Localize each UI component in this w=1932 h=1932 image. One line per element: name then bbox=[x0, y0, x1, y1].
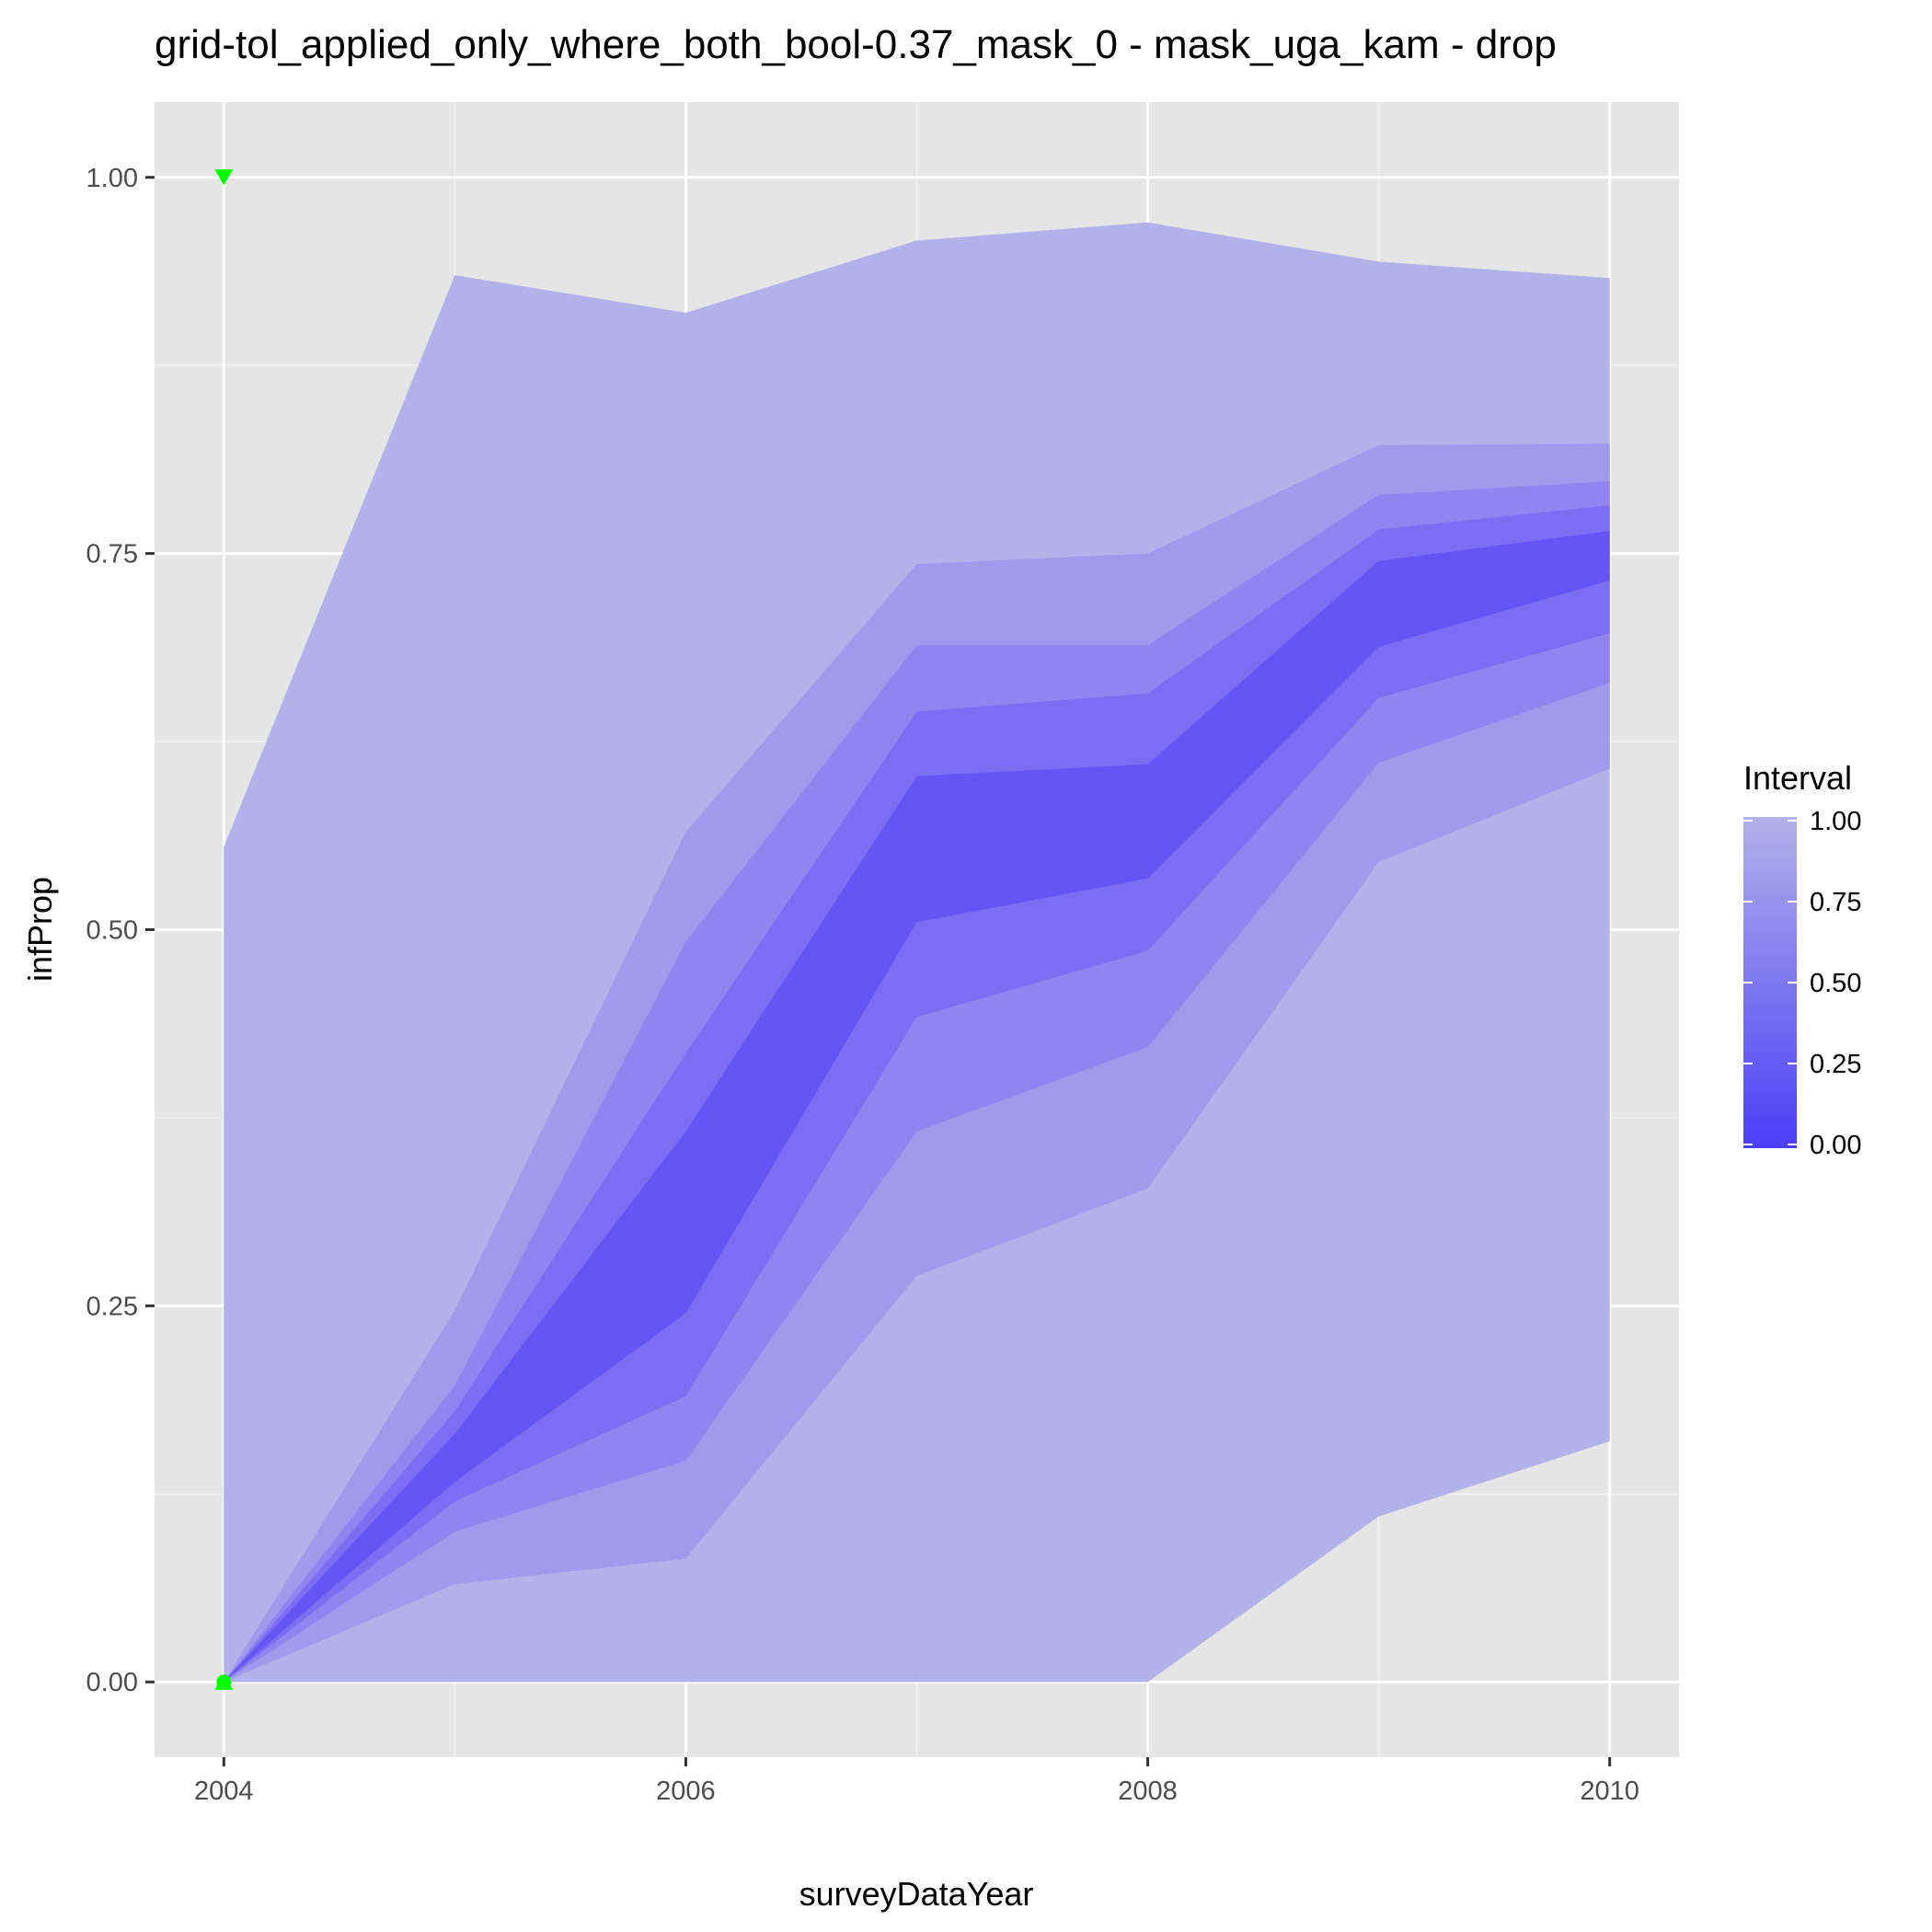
x-tick-label: 2004 bbox=[194, 1777, 254, 1806]
legend-tick-label: 0.25 bbox=[1810, 1050, 1861, 1079]
y-tick-label: 1.00 bbox=[86, 164, 138, 193]
y-axis-title: infProp bbox=[21, 877, 59, 982]
chart-title: grid-tol_applied_only_where_both_bool-0.… bbox=[155, 22, 1557, 67]
band-interval-0.2 bbox=[224, 531, 1610, 1683]
legend-tick-label: 0.00 bbox=[1810, 1131, 1861, 1160]
legend-tick-label: 0.75 bbox=[1810, 888, 1861, 917]
point-triangle-down bbox=[214, 169, 234, 186]
legend-ticks: 0.00 0.25 0.50 0.75 1.00 bbox=[1743, 807, 1861, 1160]
legend-tick-label: 0.50 bbox=[1810, 969, 1861, 998]
x-tick-label: 2008 bbox=[1118, 1777, 1178, 1806]
legend-title: Interval bbox=[1743, 759, 1852, 797]
y-tick-label: 0.75 bbox=[86, 540, 138, 569]
data-points bbox=[214, 169, 234, 1690]
x-tick-label: 2006 bbox=[656, 1777, 716, 1806]
legend-tick-label: 1.00 bbox=[1810, 807, 1861, 836]
legend: Interval 0.00 0.25 0.50 0.75 1.00 bbox=[1743, 759, 1861, 1160]
y-tick-label: 0.25 bbox=[86, 1292, 138, 1321]
y-tick-label: 0.50 bbox=[86, 916, 138, 946]
y-axis: 0.00 0.25 0.50 0.75 1.00 bbox=[86, 164, 155, 1697]
point-circle bbox=[216, 1674, 232, 1690]
x-axis-title: surveyDataYear bbox=[799, 1875, 1034, 1913]
y-tick-label: 0.00 bbox=[86, 1668, 138, 1697]
interval-bands bbox=[224, 222, 1610, 1683]
x-axis: 2004 2006 2008 2010 bbox=[194, 1757, 1639, 1806]
x-tick-label: 2010 bbox=[1580, 1777, 1639, 1806]
